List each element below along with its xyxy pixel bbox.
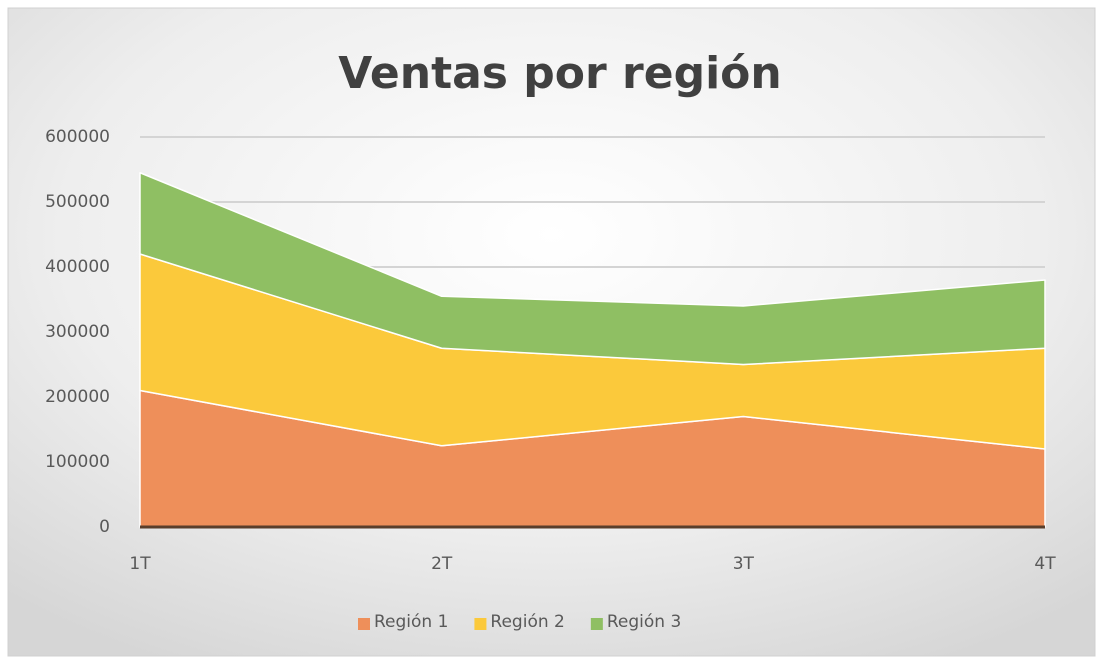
legend-label: Región 1 <box>374 612 448 632</box>
y-tick-label: 200000 <box>45 387 110 407</box>
axes: 0 100000 200000 300000 400000 500000 600000 1T 2… <box>45 127 1056 574</box>
legend-swatch <box>358 618 370 630</box>
y-tick-label: 500000 <box>45 192 110 212</box>
x-tick-label: 2T <box>431 554 453 574</box>
y-tick-label: 600000 <box>45 127 110 147</box>
areas <box>139 172 1046 528</box>
y-tick-label: 100000 <box>45 452 110 472</box>
y-tick-label: 0 <box>99 517 110 537</box>
x-tick-label: 4T <box>1034 554 1056 574</box>
x-tick-label: 3T <box>733 554 755 574</box>
y-tick-label: 400000 <box>45 257 110 277</box>
y-tick-label: 300000 <box>45 322 110 342</box>
legend-swatch <box>474 618 487 630</box>
area <box>139 172 1046 366</box>
x-tick-label: 1T <box>129 554 151 574</box>
legend: Región 1 Región 2 Región 3 <box>358 612 681 632</box>
legend-label: Región 3 <box>607 612 681 632</box>
chart-title: Ventas por región <box>338 48 781 99</box>
legend-label: Región 2 <box>490 612 564 632</box>
legend-swatch <box>590 618 603 630</box>
